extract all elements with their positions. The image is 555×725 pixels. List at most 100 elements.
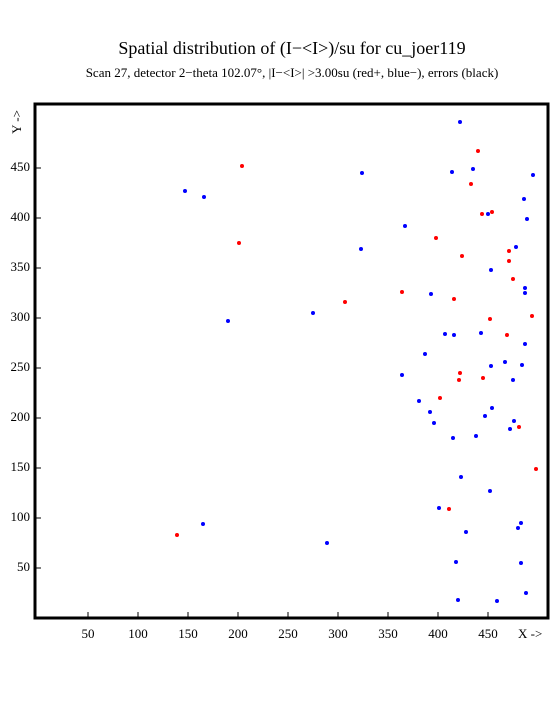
point [520, 363, 524, 367]
point [519, 521, 523, 525]
point [508, 427, 512, 431]
point [523, 291, 527, 295]
x-tick-label: 250 [278, 626, 298, 641]
y-tick-label: 400 [11, 209, 31, 224]
point [447, 507, 451, 511]
y-tick-label: 300 [11, 309, 31, 324]
point [226, 319, 230, 323]
point [403, 224, 407, 228]
y-axis-label: Y -> [9, 110, 24, 134]
point [534, 467, 538, 471]
point [452, 333, 456, 337]
x-tick-label: 50 [82, 626, 95, 641]
x-tick-label: 300 [328, 626, 348, 641]
point [240, 164, 244, 168]
point [202, 195, 206, 199]
point [522, 197, 526, 201]
point [486, 212, 490, 216]
point [488, 489, 492, 493]
x-axis-label: X -> [518, 626, 542, 641]
point [507, 249, 511, 253]
point [517, 425, 521, 429]
point [360, 171, 364, 175]
point [514, 245, 518, 249]
point [201, 522, 205, 526]
x-tick-label: 400 [428, 626, 448, 641]
point [400, 290, 404, 294]
point [469, 182, 473, 186]
point [183, 189, 187, 193]
point [512, 419, 516, 423]
point [480, 212, 484, 216]
y-tick-label: 100 [11, 509, 31, 524]
point [490, 406, 494, 410]
point [417, 399, 421, 403]
point [530, 314, 534, 318]
x-tick-label: 200 [228, 626, 248, 641]
point [429, 292, 433, 296]
point [428, 410, 432, 414]
point [311, 311, 315, 315]
point [531, 173, 535, 177]
point [457, 378, 461, 382]
point [400, 373, 404, 377]
point [523, 286, 527, 290]
point [503, 360, 507, 364]
x-tick-label: 150 [178, 626, 198, 641]
point [489, 364, 493, 368]
y-tick-label: 150 [11, 459, 31, 474]
point [474, 434, 478, 438]
point [525, 217, 529, 221]
x-tick-label: 100 [128, 626, 148, 641]
point [434, 236, 438, 240]
x-tick-label: 350 [378, 626, 398, 641]
x-tick-label: 450 [478, 626, 498, 641]
point [460, 254, 464, 258]
point [481, 376, 485, 380]
point [524, 591, 528, 595]
point [456, 598, 460, 602]
point [451, 436, 455, 440]
point [325, 541, 329, 545]
point [519, 561, 523, 565]
point [511, 378, 515, 382]
point [237, 241, 241, 245]
y-tick-label: 450 [11, 159, 31, 174]
point [505, 333, 509, 337]
y-tick-label: 350 [11, 259, 31, 274]
y-tick-label: 250 [11, 359, 31, 374]
point [443, 332, 447, 336]
point [438, 396, 442, 400]
point [483, 414, 487, 418]
point [452, 297, 456, 301]
point [488, 317, 492, 321]
point [423, 352, 427, 356]
point [437, 506, 441, 510]
chart-title: Spatial distribution of (I−<I>)/su for c… [118, 38, 465, 59]
plot-frame [33, 102, 550, 620]
point [479, 331, 483, 335]
point [459, 475, 463, 479]
point [450, 170, 454, 174]
y-tick-label: 200 [11, 409, 31, 424]
point [516, 526, 520, 530]
point [495, 599, 499, 603]
point [464, 530, 468, 534]
point [343, 300, 347, 304]
point [175, 533, 179, 537]
point [458, 371, 462, 375]
point [489, 268, 493, 272]
point [511, 277, 515, 281]
point [359, 247, 363, 251]
point [523, 342, 527, 346]
point [490, 210, 494, 214]
point [454, 560, 458, 564]
point [476, 149, 480, 153]
y-tick-label: 50 [17, 559, 30, 574]
chart-subtitle: Scan 27, detector 2−theta 102.07°, |I−<I… [86, 65, 499, 80]
point [432, 421, 436, 425]
point [471, 167, 475, 171]
point [507, 259, 511, 263]
point [458, 120, 462, 124]
